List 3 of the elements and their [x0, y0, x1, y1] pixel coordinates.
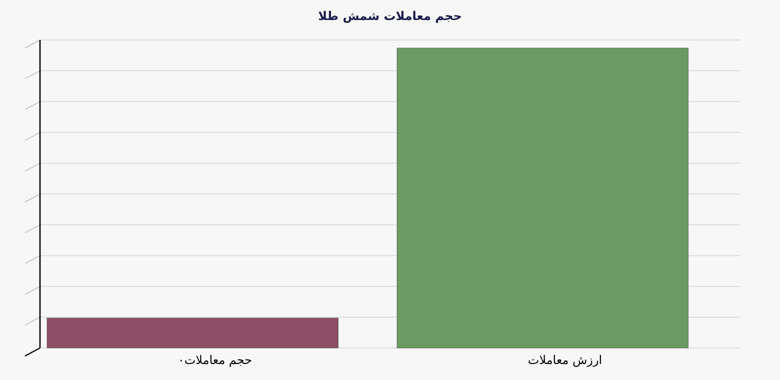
chart-title: حجم معاملات شمش طلا [318, 9, 462, 23]
x-tick-label: ارزش معاملات [528, 353, 602, 367]
x-tick-label: حجم معاملات۰ [178, 353, 252, 367]
